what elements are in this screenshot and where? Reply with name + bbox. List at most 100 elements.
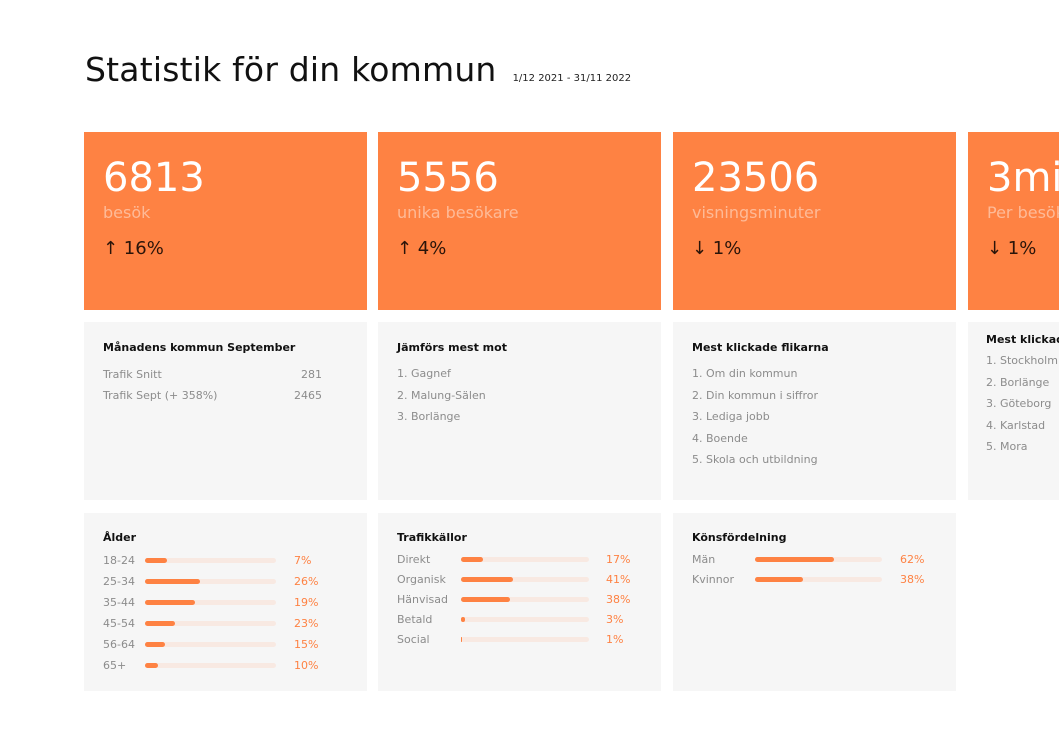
- panel-title: Månadens kommun September: [103, 341, 296, 354]
- stat-row: Trafik Sept (+ 358%) 2465: [103, 385, 322, 406]
- bar-fill: [461, 596, 510, 602]
- list-item: 2. Borlänge: [986, 375, 1050, 389]
- list-item: 3. Borlänge: [397, 410, 461, 423]
- bar-label: Organisk: [397, 572, 446, 586]
- kpi-card-unique-visitors: 5556 unika besökare ↑ 4%: [378, 132, 661, 310]
- kpi-card-viewing-minutes: 23506 visningsminuter ↓ 1%: [673, 132, 956, 310]
- bar-fill: [461, 616, 465, 622]
- bar-label: Kvinnor: [692, 572, 734, 586]
- traffic-row: Direkt 17%: [397, 549, 661, 569]
- traffic-row: Social 1%: [397, 629, 661, 649]
- kpi-value: 6813: [103, 155, 205, 201]
- bar-fill: [145, 621, 176, 626]
- bar-percent: 10%: [294, 659, 319, 672]
- bar-fill: [145, 600, 195, 605]
- age-bars: 18-24 7% 25-34 26% 35-44 19% 45-54 23% 56-64…: [103, 550, 367, 676]
- panel-title: Mest klickade kommunerna: [986, 333, 1059, 346]
- bar-label: 25-34: [103, 575, 135, 588]
- kpi-card-per-visit: 3min Per besök ↓ 1%: [968, 132, 1059, 310]
- kpi-change: ↑ 4%: [397, 238, 447, 259]
- page-title: Statistik för din kommun: [85, 50, 497, 89]
- traffic-row: Betald 3%: [397, 609, 661, 629]
- bar-label: Direkt: [397, 552, 431, 566]
- bar-label: 18-24: [103, 554, 135, 567]
- bar-percent: 26%: [294, 575, 319, 588]
- traffic-sources-panel: Trafikkällor Direkt 17% Organisk 41% Hänvi…: [378, 513, 661, 691]
- list-item: 1. Om din kommun: [692, 367, 798, 380]
- bar-fill: [461, 556, 483, 562]
- bar-fill: [145, 642, 165, 647]
- traffic-bars: Direkt 17% Organisk 41% Hänvisad 38% Betald…: [397, 549, 661, 649]
- bar-percent: 7%: [294, 554, 312, 567]
- age-row: 35-44 19%: [103, 592, 367, 613]
- kpi-label: Per besök: [987, 203, 1059, 222]
- bar-label: 35-44: [103, 596, 135, 609]
- bar-percent: 17%: [606, 552, 631, 566]
- compared-with-panel: Jämförs mest mot 1. Gagnef 2. Malung-Säl…: [378, 322, 661, 500]
- gender-bars: Män 62% Kvinnor 38%: [692, 549, 956, 589]
- bar-label: Män: [692, 552, 716, 566]
- stat-row: Trafik Snitt 281: [103, 364, 322, 385]
- age-row: 56-64 15%: [103, 634, 367, 655]
- bar-percent: 15%: [294, 638, 319, 651]
- age-row: 65+ 10%: [103, 655, 367, 676]
- bar-percent: 3%: [606, 612, 624, 626]
- gender-distribution-panel: Könsfördelning Män 62% Kvinnor 38%: [673, 513, 956, 691]
- kpi-label: visningsminuter: [692, 203, 821, 222]
- kpi-change: ↓ 1%: [692, 238, 742, 259]
- list-item: 4. Karlstad: [986, 418, 1046, 432]
- bar-label: 56-64: [103, 638, 135, 651]
- traffic-row: Organisk 41%: [397, 569, 661, 589]
- bar-label: 65+: [103, 659, 127, 672]
- compared-list: 1. Gagnef 2. Malung-Sälen 3. Borlänge: [397, 363, 661, 428]
- panel-title: Jämförs mest mot: [397, 341, 507, 354]
- panel-title: Ålder: [103, 531, 137, 544]
- kpi-change: ↓ 1%: [987, 238, 1037, 259]
- bar-fill: [145, 558, 168, 563]
- kpi-value: 5556: [397, 155, 499, 201]
- bar-percent: 62%: [900, 552, 925, 566]
- list-item: 2. Malung-Sälen: [397, 388, 486, 402]
- bar-percent: 38%: [606, 592, 631, 606]
- bar-fill: [145, 663, 159, 668]
- bar-label: 45-54: [103, 617, 135, 630]
- kpi-label: unika besökare: [397, 203, 519, 222]
- stat-value: 281: [301, 368, 322, 381]
- kpi-change: ↑ 16%: [103, 238, 164, 259]
- tabs-list: 1. Om din kommun 2. Din kommun i siffror…: [692, 363, 956, 471]
- age-row: 45-54 23%: [103, 613, 367, 634]
- age-panel: Ålder 18-24 7% 25-34 26% 35-44 19% 45-54 23%…: [84, 513, 367, 691]
- list-item: 3. Lediga jobb: [692, 410, 770, 423]
- list-item: 5. Mora: [986, 440, 1028, 453]
- kpi-value: 23506: [692, 155, 820, 201]
- bar-fill: [755, 576, 804, 582]
- stat-value: 2465: [294, 389, 322, 402]
- bar-label: Betald: [397, 612, 433, 626]
- list-item: 3. Göteborg: [986, 397, 1052, 410]
- page-header: Statistik för din kommun 1/12 2021 - 31/…: [85, 50, 631, 89]
- most-clicked-tabs-panel: Mest klickade flikarna 1. Om din kommun …: [673, 322, 956, 500]
- most-clicked-municipalities-panel: Mest klickade kommunerna 1. Stockholm 2.…: [968, 322, 1059, 500]
- gender-row: Män 62%: [692, 549, 956, 569]
- bar-label: Hänvisad: [397, 592, 449, 606]
- bar-fill: [461, 576, 514, 582]
- bar-fill: [755, 556, 834, 562]
- traffic-row: Hänvisad 38%: [397, 589, 661, 609]
- bar-fill: [145, 579, 201, 584]
- gender-row: Kvinnor 38%: [692, 569, 956, 589]
- bar-percent: 23%: [294, 617, 319, 630]
- date-range: 1/12 2021 - 31/11 2022: [512, 73, 632, 84]
- bar-label: Social: [397, 632, 430, 646]
- panel-title: Trafikkällor: [397, 531, 467, 544]
- list-item: 4. Boende: [692, 431, 748, 445]
- list-item: 5. Skola och utbildning: [692, 453, 818, 466]
- bar-percent: 1%: [606, 632, 624, 646]
- kpi-label: besök: [103, 203, 151, 222]
- list-item: 1. Gagnef: [397, 367, 451, 380]
- kpi-value: 3min: [987, 155, 1059, 201]
- bar-percent: 38%: [900, 572, 925, 586]
- bar-fill: [461, 636, 463, 642]
- panel-title: Mest klickade flikarna: [692, 341, 829, 354]
- age-row: 18-24 7%: [103, 550, 367, 571]
- list-item: 1. Stockholm: [986, 354, 1058, 367]
